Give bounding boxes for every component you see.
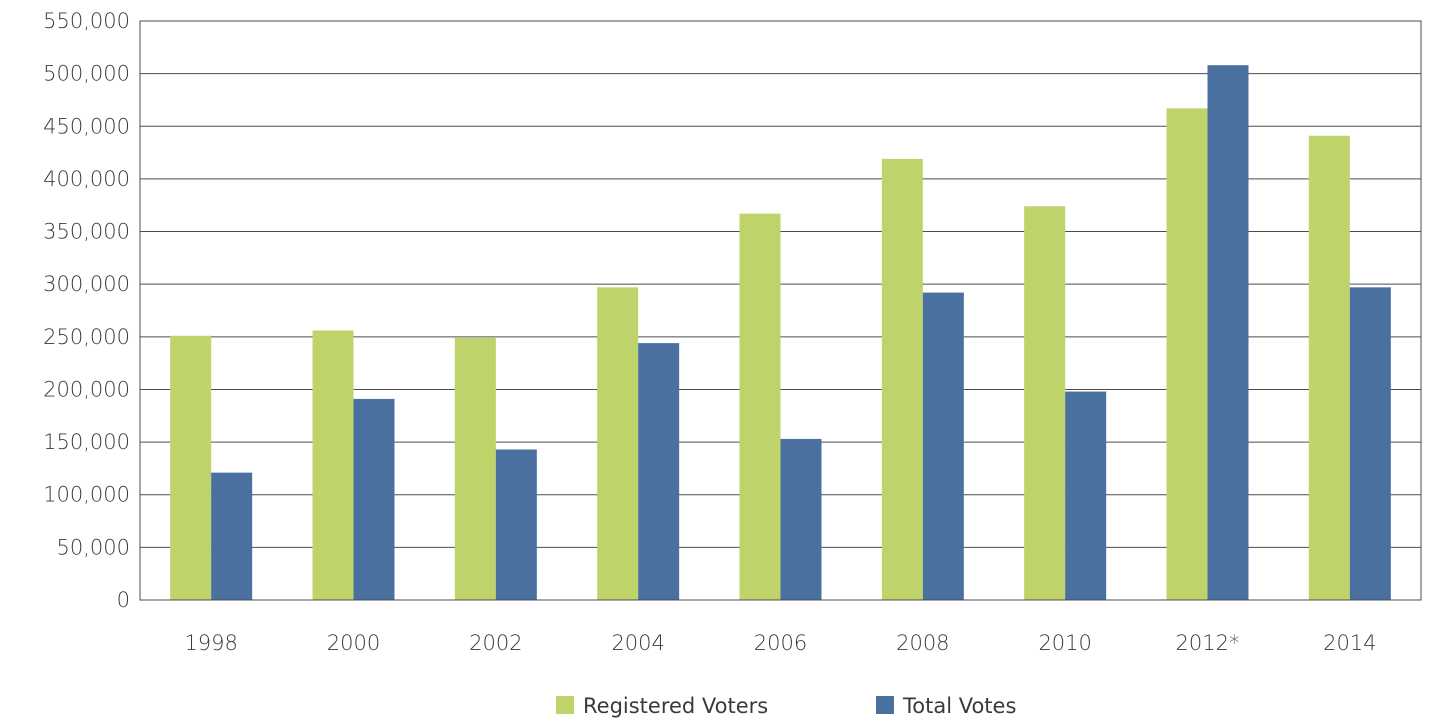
bar-total-votes: [1349, 287, 1391, 600]
x-tick-label: 2004: [611, 631, 664, 655]
legend-label-total-votes: Total Votes: [902, 694, 1016, 718]
bars: [170, 65, 1391, 601]
bar-total-votes: [1065, 391, 1107, 600]
bar-total-votes: [922, 292, 964, 600]
y-tick-label: 400,000: [43, 167, 130, 191]
x-tick-label: 2002: [469, 631, 522, 655]
bar-registered-voters: [881, 158, 923, 600]
x-tick-label: 2006: [754, 631, 807, 655]
bar-total-votes: [495, 449, 537, 600]
x-tick-label: 2012*: [1176, 631, 1240, 655]
y-tick-label: 550,000: [43, 9, 130, 33]
bar-total-votes: [1207, 65, 1249, 601]
y-tick-label: 250,000: [43, 325, 130, 349]
bar-registered-voters: [1166, 108, 1208, 600]
bar-total-votes: [638, 343, 680, 600]
y-tick-label: 500,000: [43, 62, 130, 86]
x-tick-label: 2000: [327, 631, 380, 655]
legend-swatch-total-votes: [876, 696, 894, 714]
x-axis-ticks: 1998 2000 2002 2004 2006 2008 2010 2012* 2014: [184, 631, 1376, 655]
bar-registered-voters: [170, 335, 212, 600]
x-tick-label: 2010: [1038, 631, 1091, 655]
x-tick-label: 2014: [1323, 631, 1376, 655]
bar-registered-voters: [597, 287, 639, 600]
y-tick-label: 300,000: [43, 272, 130, 296]
x-tick-label: 2008: [896, 631, 949, 655]
bar-total-votes: [780, 438, 822, 600]
y-tick-label: 200,000: [43, 377, 130, 401]
plot-area-frame: [139, 20, 1422, 601]
bar-registered-voters: [312, 330, 354, 600]
legend-swatch-registered-voters: [556, 696, 574, 714]
bar-registered-voters: [1308, 135, 1350, 601]
bar-registered-voters: [454, 337, 496, 600]
y-tick-label: 50,000: [57, 535, 130, 559]
bar-registered-voters: [739, 213, 781, 600]
bar-total-votes: [353, 398, 395, 600]
bar-total-votes: [211, 472, 253, 600]
y-tick-label: 0: [117, 588, 130, 612]
y-axis-ticks: 0 50,000 100,000 150,000 200,000 250,000 300,0…: [43, 9, 130, 612]
x-tick-label: 1998: [184, 631, 237, 655]
bar-registered-voters: [1024, 206, 1066, 600]
y-tick-label: 450,000: [43, 114, 130, 138]
legend-label-registered-voters: Registered Voters: [583, 694, 768, 718]
legend: Registered Voters Total Votes: [556, 694, 1016, 718]
y-tick-label: 350,000: [43, 220, 130, 244]
y-tick-label: 100,000: [43, 483, 130, 507]
y-tick-label: 150,000: [43, 430, 130, 454]
